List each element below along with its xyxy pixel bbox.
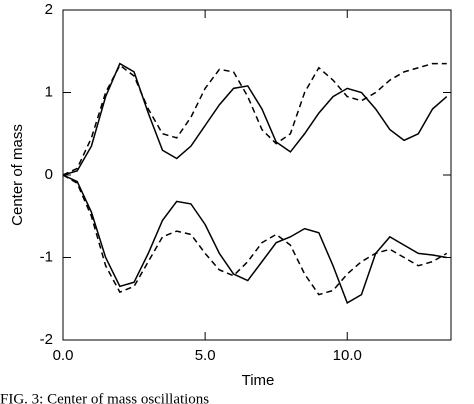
x-tick-label: 5.0 (195, 347, 216, 364)
x-tick-label: 0.0 (53, 347, 74, 364)
y-tick-label: 1 (45, 83, 53, 100)
x-tick-label: 10.0 (333, 347, 362, 364)
data-line (63, 174, 448, 296)
y-tick-label: -1 (40, 248, 53, 265)
x-axis-label: Time (242, 372, 275, 389)
plot-frame (62, 9, 452, 341)
y-tick-label: -2 (40, 331, 53, 348)
y-tick-label: 0 (45, 166, 53, 183)
y-axis-label: Center of mass (9, 124, 26, 226)
data-line (63, 62, 447, 176)
data-line (63, 174, 447, 304)
data-line (63, 62, 448, 176)
caption: FIG. 3: Center of mass oscillations (0, 391, 209, 404)
y-tick-label: 2 (45, 1, 53, 18)
